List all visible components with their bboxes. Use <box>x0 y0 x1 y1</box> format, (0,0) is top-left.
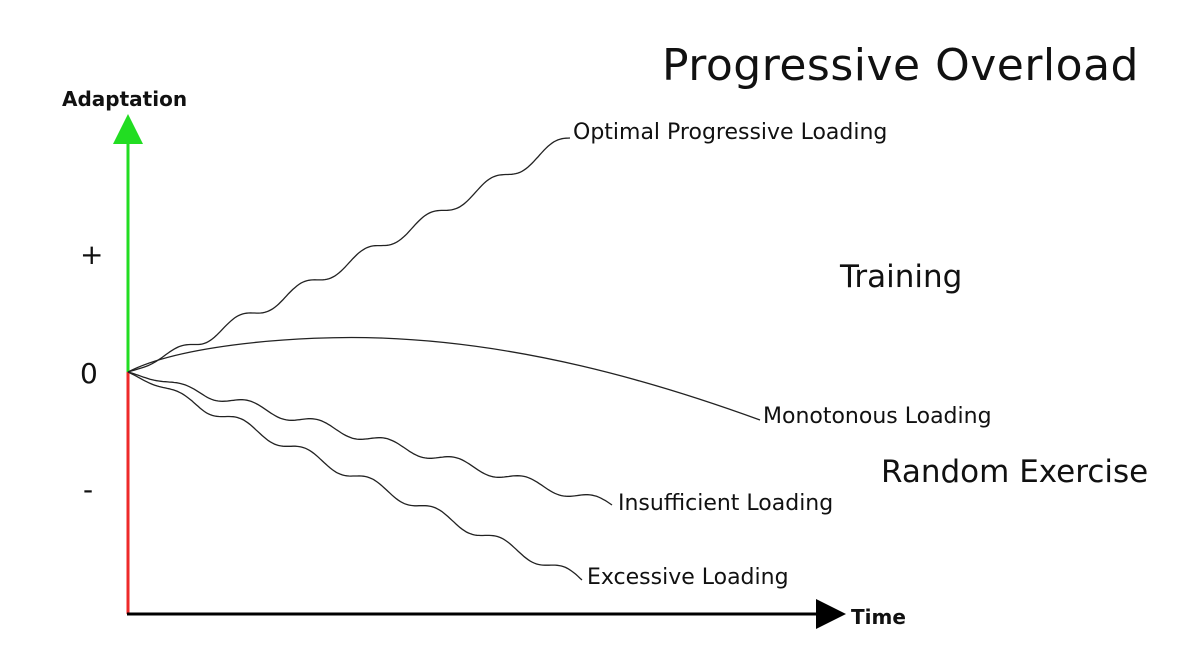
curve-optimal-progressive-loading <box>127 137 571 373</box>
label-optimal-progressive-loading: Optimal Progressive Loading <box>573 120 888 145</box>
label-monotonous-loading: Monotonous Loading <box>763 404 992 429</box>
y-axis-label: Adaptation <box>62 87 188 111</box>
label-insufficient-loading: Insufficient Loading <box>618 491 834 516</box>
y-tick-minus: - <box>83 473 94 506</box>
curve-monotonous-loading <box>127 336 761 421</box>
y-tick-plus: + <box>80 238 104 271</box>
y-tick-zero: 0 <box>80 357 98 390</box>
label-excessive-loading: Excessive Loading <box>587 565 789 590</box>
diagram-title: Progressive Overload <box>662 40 1139 91</box>
curve-excessive-loading <box>127 371 583 581</box>
x-axis-label: Time <box>851 605 906 629</box>
region-label-random-exercise: Random Exercise <box>881 454 1149 490</box>
curve-insufficient-loading <box>127 371 613 506</box>
region-label-training: Training <box>840 259 963 295</box>
